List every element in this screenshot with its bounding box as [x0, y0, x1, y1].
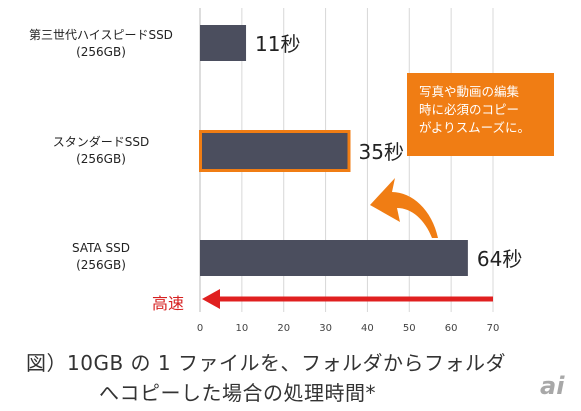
fast-arrowhead [202, 289, 220, 309]
category-label-sata-ssd: SATA SSD (256GB) [71, 241, 130, 272]
callout-line-3: がよりスムーズに。 [419, 120, 531, 135]
figure-caption: 図）10GB の 1 ファイルを、フォルダからフォルダ へコピーした場合の処理時… [26, 348, 506, 408]
value-labels: 11秒 35秒 64秒 [255, 32, 522, 271]
x-tick-labels: 0 10 20 30 40 50 60 70 [197, 323, 500, 334]
x-tick-label: 70 [487, 323, 500, 334]
bar [200, 240, 468, 276]
ai-logo: ai [540, 372, 565, 400]
x-tick-label: 20 [277, 323, 290, 334]
value-label: 11秒 [255, 32, 300, 56]
callout-curved-arrow [370, 178, 438, 238]
x-tick-label: 30 [319, 323, 332, 334]
value-label: 64秒 [477, 247, 522, 271]
value-label: 35秒 [359, 140, 404, 164]
callout-line-2: 時に必須のコピー [419, 102, 520, 117]
caption-line-2: へコピーした場合の処理時間* [99, 381, 376, 405]
caption-line-1: 図）10GB の 1 ファイルを、フォルダからフォルダ [26, 351, 506, 375]
x-tick-label: 60 [445, 323, 458, 334]
fast-arrow-label: 高速 [152, 294, 185, 313]
x-tick-label: 10 [235, 323, 248, 334]
callout-line-1: 写真や動画の編集 [419, 84, 520, 99]
x-tick-label: 50 [403, 323, 416, 334]
bar [202, 133, 348, 169]
x-tick-label: 40 [361, 323, 374, 334]
bars [199, 25, 468, 276]
category-label-high-speed-ssd: 第三世代ハイスピードSSD (256GB) [29, 28, 173, 59]
callout-box: 写真や動画の編集 時に必須のコピー がよりスムーズに。 [407, 73, 554, 156]
bar [200, 25, 247, 61]
category-label-standard-ssd: スタンダードSSD (256GB) [52, 135, 150, 166]
x-tick-label: 0 [197, 323, 203, 334]
